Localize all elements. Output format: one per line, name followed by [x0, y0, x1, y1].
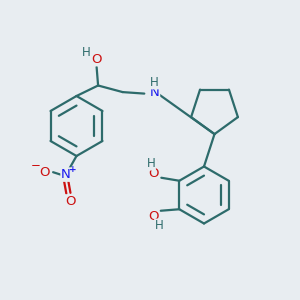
Text: O: O — [91, 52, 102, 66]
Text: H: H — [150, 76, 158, 89]
Text: O: O — [65, 195, 76, 208]
Text: H: H — [82, 46, 91, 59]
Text: O: O — [148, 167, 159, 180]
Text: N: N — [61, 168, 71, 181]
Text: N: N — [150, 85, 160, 99]
Text: H: H — [155, 219, 164, 232]
Text: O: O — [40, 166, 50, 179]
Text: −: − — [31, 159, 41, 172]
Text: +: + — [69, 165, 77, 174]
Text: H: H — [146, 157, 155, 170]
Text: O: O — [148, 210, 158, 223]
